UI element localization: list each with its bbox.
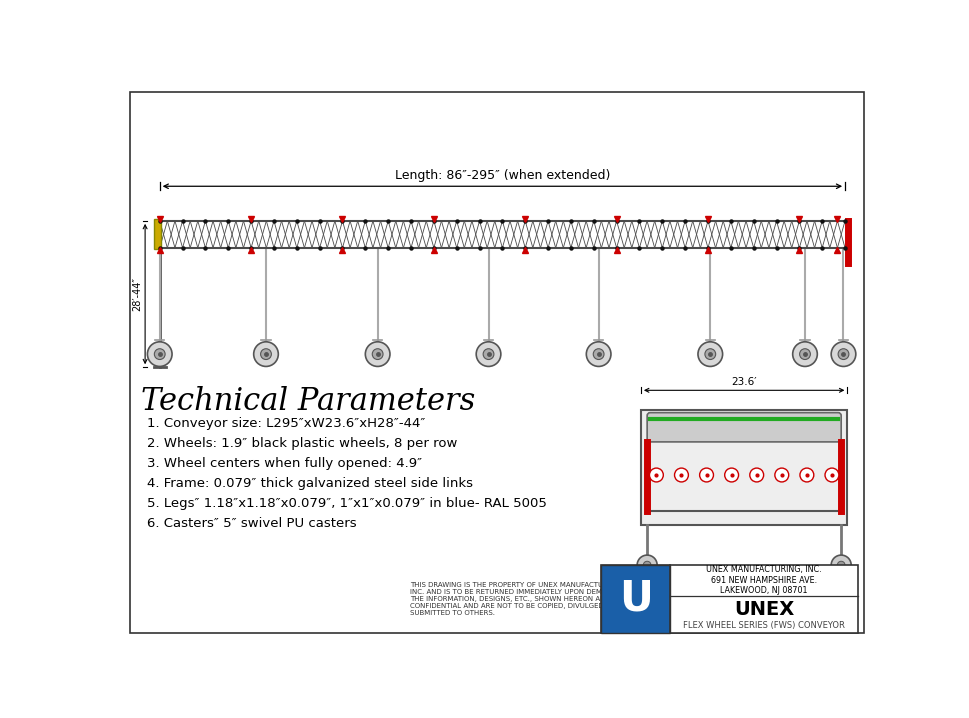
Circle shape [700, 468, 713, 482]
Circle shape [147, 342, 172, 366]
Circle shape [825, 468, 839, 482]
Text: U: U [618, 578, 652, 620]
Text: 4. Frame: 0.079″ thick galvanized steel side links: 4. Frame: 0.079″ thick galvanized steel … [146, 477, 473, 490]
Text: 28′-44″: 28′-44″ [132, 277, 142, 311]
Circle shape [586, 342, 611, 366]
Text: THIS DRAWING IS THE PROPERTY OF UNEX MANUFACTURING,
INC. AND IS TO BE RETURNED I: THIS DRAWING IS THE PROPERTY OF UNEX MAN… [410, 582, 623, 616]
Circle shape [674, 468, 688, 482]
Circle shape [261, 349, 271, 360]
Text: Technical Parameters: Technical Parameters [141, 386, 476, 417]
Text: 6. Casters″ 5″ swivel PU casters: 6. Casters″ 5″ swivel PU casters [146, 518, 357, 531]
Circle shape [643, 561, 651, 569]
Circle shape [254, 342, 278, 366]
Text: 1. Conveyor size: L295″xW23.6″xH28″-44″: 1. Conveyor size: L295″xW23.6″xH28″-44″ [146, 417, 425, 430]
Circle shape [793, 342, 817, 366]
Circle shape [154, 349, 165, 360]
Circle shape [831, 342, 856, 366]
Bar [153, 220, 161, 249]
Text: 3. Wheel centers when fully opened: 4.9″: 3. Wheel centers when fully opened: 4.9″ [146, 457, 422, 470]
Circle shape [649, 468, 664, 482]
Circle shape [799, 349, 810, 360]
Circle shape [484, 349, 494, 360]
Circle shape [698, 342, 723, 366]
Text: UNEX MANUFACTURING, INC.
691 NEW HAMPSHIRE AVE.
LAKEWOOD, NJ 08701: UNEX MANUFACTURING, INC. 691 NEW HAMPSHI… [706, 566, 822, 595]
Circle shape [638, 555, 657, 575]
Circle shape [593, 349, 604, 360]
Circle shape [704, 349, 716, 360]
Circle shape [837, 561, 845, 569]
Text: Length: 86″-295″ (when extended): Length: 86″-295″ (when extended) [394, 169, 610, 182]
Text: 5. Legs″ 1.18″x1.18″x0.079″, 1″x1″x0.079″ in blue- RAL 5005: 5. Legs″ 1.18″x1.18″x0.079″, 1″x1″x0.079… [146, 498, 547, 510]
Text: 23.6′: 23.6′ [732, 377, 757, 387]
Circle shape [838, 349, 849, 360]
Circle shape [775, 468, 789, 482]
Circle shape [365, 342, 390, 366]
Circle shape [800, 468, 814, 482]
Bar [601, 565, 671, 633]
Bar [641, 409, 847, 525]
Text: FLEX WHEEL SERIES (FWS) CONVEYOR: FLEX WHEEL SERIES (FWS) CONVEYOR [683, 620, 845, 630]
Bar [601, 565, 859, 633]
Circle shape [372, 349, 383, 360]
Circle shape [750, 468, 764, 482]
Text: 2. Wheels: 1.9″ black plastic wheels, 8 per row: 2. Wheels: 1.9″ black plastic wheels, 8 … [146, 437, 457, 450]
Circle shape [831, 555, 851, 575]
Circle shape [476, 342, 501, 366]
Circle shape [725, 468, 738, 482]
FancyBboxPatch shape [647, 413, 841, 442]
Text: UNEX: UNEX [735, 600, 795, 619]
